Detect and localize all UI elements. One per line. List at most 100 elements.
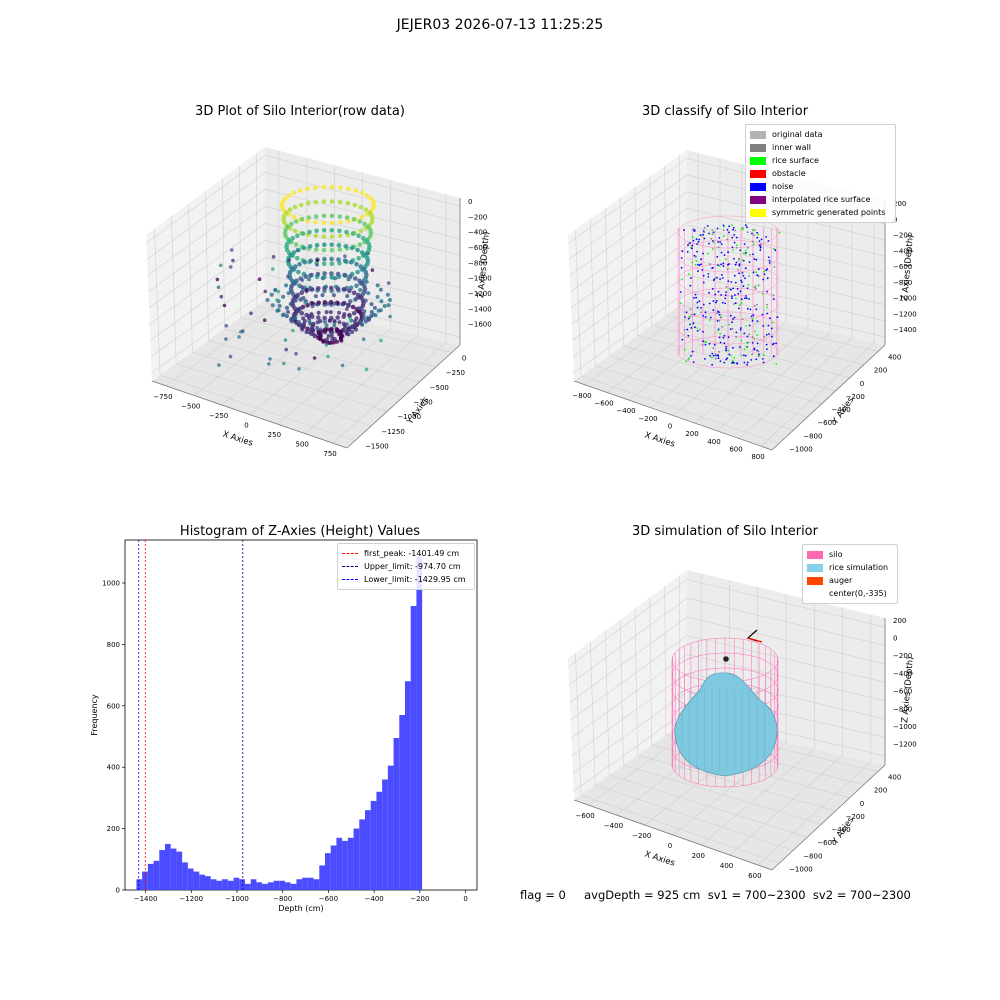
p4-ygrid bbox=[649, 597, 850, 799]
histogram-bar bbox=[159, 850, 165, 890]
p2-point bbox=[730, 354, 732, 357]
legend-swatch bbox=[807, 590, 823, 598]
p2-y-tick-label: −1000 bbox=[789, 445, 813, 453]
legend-item: rice surface bbox=[750, 154, 891, 167]
p2-point bbox=[749, 308, 752, 311]
p1-point bbox=[289, 221, 294, 227]
p1-point bbox=[337, 260, 342, 266]
p2-point bbox=[739, 346, 741, 348]
p2-point bbox=[712, 354, 715, 357]
p1-point bbox=[361, 316, 366, 321]
p2-point bbox=[702, 233, 704, 236]
p1-point bbox=[358, 228, 364, 234]
p2-point bbox=[723, 342, 726, 345]
p1-point bbox=[329, 333, 334, 338]
p1-point bbox=[308, 321, 312, 326]
p2-point bbox=[771, 321, 774, 324]
p2-point bbox=[746, 307, 749, 310]
p2-point bbox=[680, 291, 682, 293]
p1-point bbox=[301, 245, 307, 251]
p1-point bbox=[328, 300, 334, 305]
p2-point bbox=[740, 327, 742, 329]
histogram-bar bbox=[233, 877, 240, 890]
p2-point bbox=[755, 258, 758, 261]
p2-point bbox=[742, 354, 745, 356]
p2-point bbox=[693, 230, 696, 232]
p4-x-tick-label: 0 bbox=[668, 842, 672, 850]
p2-point bbox=[700, 311, 702, 314]
legend-label: auger bbox=[829, 576, 853, 585]
p1-point bbox=[321, 261, 327, 267]
p1-point bbox=[369, 310, 374, 314]
p2-point bbox=[734, 302, 737, 305]
p2-point bbox=[755, 358, 758, 361]
legend-item: inner wall bbox=[750, 141, 891, 154]
p2-silo-ring bbox=[677, 335, 779, 369]
p2-y-tick-label: −800 bbox=[803, 432, 822, 440]
p2-point bbox=[778, 231, 781, 234]
p1-point bbox=[307, 277, 312, 282]
p1-point bbox=[315, 271, 321, 277]
p1-point bbox=[284, 283, 289, 288]
p2-point bbox=[735, 331, 738, 334]
p1-point bbox=[281, 294, 286, 299]
p2-zgrid bbox=[570, 207, 886, 293]
p2-point bbox=[708, 263, 711, 265]
p2-point bbox=[737, 268, 739, 271]
p1-point bbox=[351, 290, 357, 296]
p1-point bbox=[357, 278, 362, 284]
p4-y-tick-label: −1000 bbox=[789, 865, 813, 873]
histogram-y-tick-label: 600 bbox=[107, 702, 120, 710]
p2-point bbox=[748, 298, 750, 300]
p2-point bbox=[716, 276, 718, 279]
p2-z-tick-label: −200 bbox=[893, 232, 912, 240]
p4-y-tick-label: −600 bbox=[817, 839, 836, 847]
p2-point bbox=[756, 349, 758, 352]
p1-point bbox=[298, 188, 303, 193]
p2-point bbox=[717, 329, 720, 332]
p2-point bbox=[713, 343, 716, 346]
legend-line-swatch bbox=[342, 566, 358, 567]
p2-point bbox=[745, 251, 747, 254]
p2-pane-floor bbox=[574, 300, 885, 450]
p1-point bbox=[322, 256, 327, 262]
p1-point bbox=[358, 288, 363, 292]
p1-point bbox=[287, 238, 292, 244]
p4-z-tick-label: 200 bbox=[893, 617, 906, 625]
p1-point bbox=[336, 242, 342, 248]
p1-point bbox=[347, 288, 352, 294]
p1-point bbox=[318, 327, 323, 332]
p2-point bbox=[692, 322, 695, 324]
p2-point bbox=[741, 259, 744, 261]
p2-point bbox=[707, 273, 710, 275]
p2-point bbox=[751, 318, 754, 320]
p1-point bbox=[329, 256, 334, 262]
p1-point bbox=[315, 325, 320, 330]
p2-point bbox=[700, 258, 702, 261]
histogram-bar bbox=[399, 715, 405, 890]
p2-point bbox=[703, 231, 706, 233]
p1-point bbox=[345, 200, 351, 206]
p2-point bbox=[755, 308, 758, 311]
p1-point bbox=[342, 312, 347, 317]
p1-z-tick-label: −1600 bbox=[468, 321, 492, 329]
p1-point bbox=[297, 261, 302, 267]
p2-point bbox=[709, 355, 711, 357]
p2-point bbox=[704, 343, 707, 346]
p1-point bbox=[309, 312, 314, 317]
p2-point bbox=[692, 239, 695, 242]
p2-point bbox=[744, 297, 746, 300]
p1-point bbox=[337, 310, 342, 315]
p2-x-tick-label: 600 bbox=[729, 446, 742, 454]
p1-point bbox=[224, 337, 228, 341]
p1-point bbox=[313, 233, 319, 239]
p2-point bbox=[718, 237, 721, 239]
p1-y-tick-label: 0 bbox=[462, 354, 466, 362]
p2-point bbox=[702, 252, 704, 255]
p2-point bbox=[739, 249, 742, 252]
p2-point bbox=[743, 252, 745, 255]
p1-point bbox=[367, 210, 372, 215]
p2-point bbox=[694, 264, 697, 266]
p2-point bbox=[739, 290, 742, 293]
p2-point bbox=[724, 297, 727, 300]
